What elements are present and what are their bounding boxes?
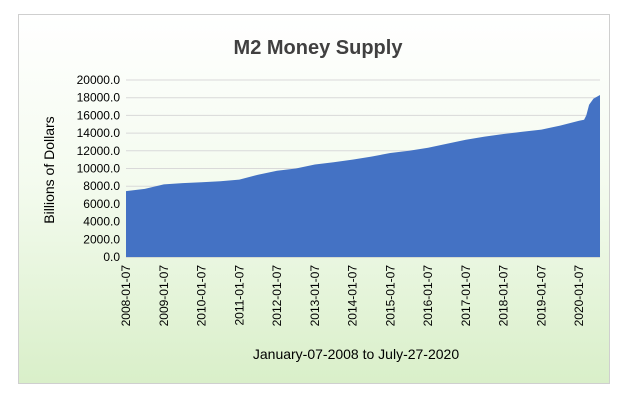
x-tick-label: 2016-01-07 (421, 265, 435, 327)
x-tick-label: 2013-01-07 (308, 265, 322, 327)
y-tick-label: 16000.0 (77, 108, 121, 122)
y-tick-label: 20000.0 (77, 73, 121, 87)
y-tick-label: 18000.0 (77, 91, 121, 105)
plot-area (126, 95, 600, 257)
y-tick-label: 14000.0 (77, 126, 121, 140)
x-tick-label: 2015-01-07 (383, 265, 397, 327)
m2-area-series (126, 95, 600, 257)
x-tick-label: 2010-01-07 (195, 265, 209, 327)
y-tick-labels: 0.0 2000.0 4000.0 6000.0 8000.0 10000.0 12000.… (77, 73, 121, 264)
x-tick-label: 2018-01-07 (497, 265, 511, 327)
chart-title: M2 Money Supply (234, 37, 404, 59)
x-tick-label: 2008-01-07 (119, 265, 133, 327)
x-tick-label: 2009-01-07 (157, 265, 171, 327)
y-tick-label: 4000.0 (83, 215, 120, 229)
x-tick-label: 2011-01-07 (232, 265, 246, 326)
x-tick-labels: 2008-01-07 2009-01-07 2010-01-07 2011-01-07… (119, 265, 586, 327)
x-tick-label: 2017-01-07 (459, 265, 473, 327)
y-tick-label: 2000.0 (83, 232, 120, 246)
y-tick-label: 10000.0 (77, 162, 121, 176)
y-tick-label: 6000.0 (83, 197, 120, 211)
x-tick-label: 2014-01-07 (346, 265, 360, 327)
x-tick-label: 2019-01-07 (534, 265, 548, 327)
y-tick-label: 12000.0 (77, 144, 121, 158)
x-axis-label: January-07-2008 to July-27-2020 (253, 346, 459, 362)
y-axis-label: Billions of Dollars (41, 116, 57, 223)
y-tick-label: 0.0 (103, 250, 120, 264)
y-tick-label: 8000.0 (83, 179, 120, 193)
x-tick-label: 2012-01-07 (270, 265, 284, 327)
x-tick-label: 2020-01-07 (572, 265, 586, 327)
